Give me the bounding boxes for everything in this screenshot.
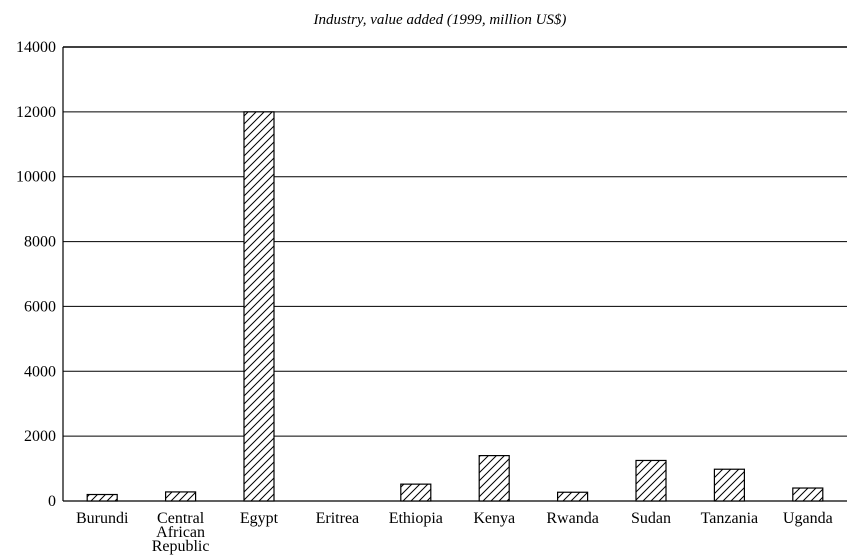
y-tick-label: 12000 — [16, 104, 56, 121]
y-tick-label: 8000 — [24, 234, 56, 251]
y-tick-label: 2000 — [24, 428, 56, 445]
x-tick-label: Uganda — [783, 510, 833, 527]
x-tick-label: Egypt — [240, 510, 279, 527]
bar — [86, 493, 118, 502]
y-tick-label: 0 — [48, 493, 56, 510]
x-tick-label: Ethiopia — [389, 510, 443, 527]
y-tick-label: 4000 — [24, 363, 56, 380]
bar — [165, 491, 197, 502]
bar — [556, 491, 589, 502]
x-tick-label: Rwanda — [546, 510, 598, 527]
x-tick-label: Tanzania — [701, 510, 759, 527]
bar — [713, 468, 746, 502]
x-tick-label: Eritrea — [316, 510, 360, 527]
chart-title: Industry, value added (1999, million US$… — [313, 12, 567, 28]
x-tick-label: Central African Republic — [152, 510, 210, 555]
bar — [478, 455, 510, 502]
y-tick-label: 6000 — [24, 298, 56, 315]
x-tick-label: Burundi — [76, 510, 129, 527]
bar — [400, 483, 432, 502]
bar — [792, 487, 824, 502]
axes — [62, 47, 847, 502]
y-tick-label: 14000 — [16, 39, 56, 56]
gridlines — [63, 46, 847, 437]
x-tick-label: Kenya — [473, 510, 515, 527]
y-tick-labels: 0 2000 4000 6000 8000 10000 12000 14000 — [16, 39, 56, 510]
bar — [243, 111, 275, 502]
y-tick-label: 10000 — [16, 169, 56, 186]
x-tick-label: Sudan — [631, 510, 671, 527]
category-labels: Burundi Central African Republic Egypt Eritre… — [76, 510, 833, 555]
bar — [635, 459, 667, 502]
bars — [86, 111, 824, 502]
